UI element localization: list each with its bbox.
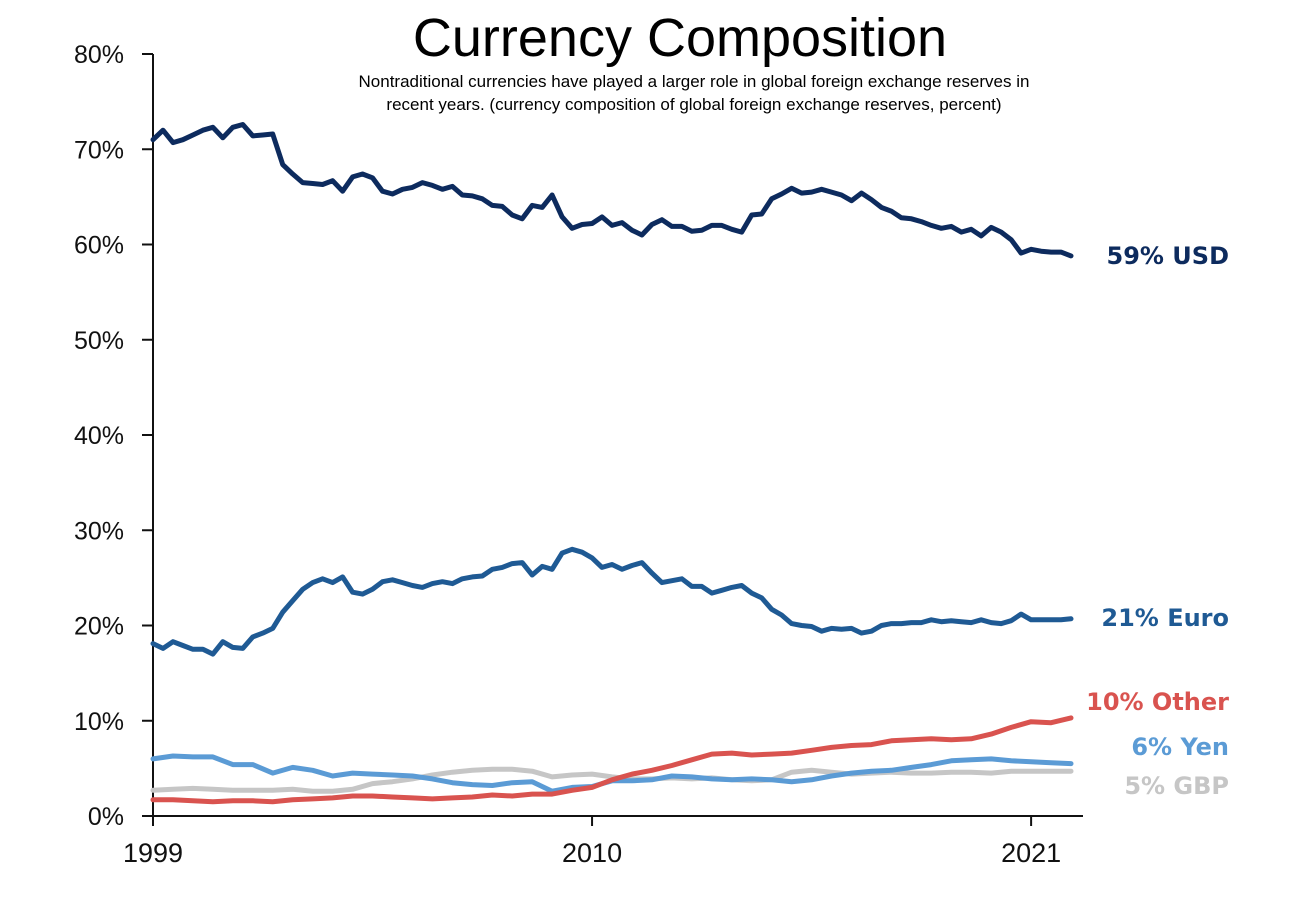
series-end-labels: 5% GBP 6% Yen 10% Other 21% Euro 59% USD <box>1086 242 1229 800</box>
y-tick-label: 0% <box>88 803 124 831</box>
series-label-usd: 59% USD <box>1107 242 1230 270</box>
chart-subtitle-line-2: recent years. (currency composition of g… <box>386 95 1001 114</box>
chart-subtitle-line-1: Nontraditional currencies have played a … <box>359 72 1030 91</box>
series-label-yen: 6% Yen <box>1131 733 1229 761</box>
x-tick-label: 1999 <box>123 838 183 868</box>
x-tick-labels: 1999 2010 2021 <box>123 816 1061 868</box>
x-tick-label: 2010 <box>562 838 622 868</box>
y-tick-label: 60% <box>74 232 124 260</box>
y-tick-label: 70% <box>74 136 124 164</box>
y-tick-label: 40% <box>74 422 124 450</box>
series-line-gbp <box>150 766 1074 794</box>
y-tick-labels: 0% 10% 20% 30% 40% 50% 60% 70% 80% <box>74 41 153 831</box>
series-line-euro <box>150 546 1074 657</box>
y-tick-label: 50% <box>74 327 124 355</box>
series-label-gbp: 5% GBP <box>1124 772 1229 800</box>
y-tick-label: 20% <box>74 613 124 641</box>
y-tick-label: 80% <box>74 41 124 69</box>
y-tick-label: 30% <box>74 517 124 545</box>
series-line-other <box>150 715 1074 805</box>
series-label-other: 10% Other <box>1086 688 1229 716</box>
series-lines <box>150 122 1074 805</box>
series-line-usd <box>150 122 1074 259</box>
series-label-euro: 21% Euro <box>1101 604 1229 632</box>
y-tick-label: 10% <box>74 708 124 736</box>
x-tick-label: 2021 <box>1001 838 1061 868</box>
chart-title: Currency Composition <box>413 8 947 68</box>
